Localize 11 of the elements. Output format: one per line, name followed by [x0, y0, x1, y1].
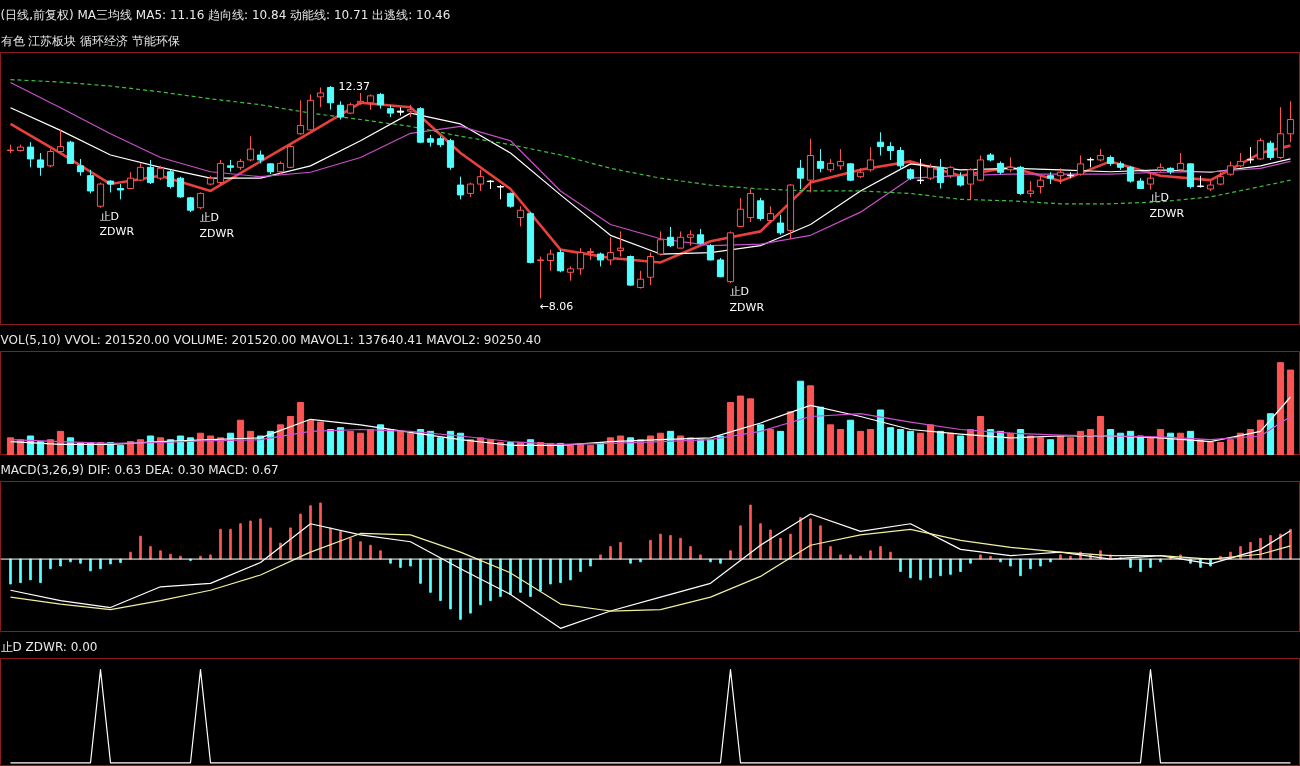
chart-title: VOL(5,10) VVOL: 201520.00 VOLUME: 201520.00 MAVOL1: 137640.41 MAVOL2: 90250.40 [0, 332, 542, 347]
chart-title: 止D ZDWR: 0.00 [0, 639, 98, 654]
annotation: 止D ZDWR [199, 211, 235, 240]
chart-title: (日线,前复权) MA三均线 MA5: 11.16 趋向线: 10.84 动能线: 10.71 出逃线: 10.46 [0, 7, 451, 22]
annotation: 12.37 [338, 80, 370, 94]
annotation: 止D ZDWR [1149, 191, 1185, 221]
chart-subtitle: 有色 江苏板块 循环经济 节能环保 [0, 33, 180, 48]
chart-title: MACD(3,26,9) DIF: 0.63 DEA: 0.30 MACD: 0.67 [0, 462, 279, 477]
annotation: ←8.06 [539, 300, 574, 314]
annotation: 止D ZDWR [99, 209, 135, 239]
annotation: 止D ZDWR [729, 285, 765, 314]
